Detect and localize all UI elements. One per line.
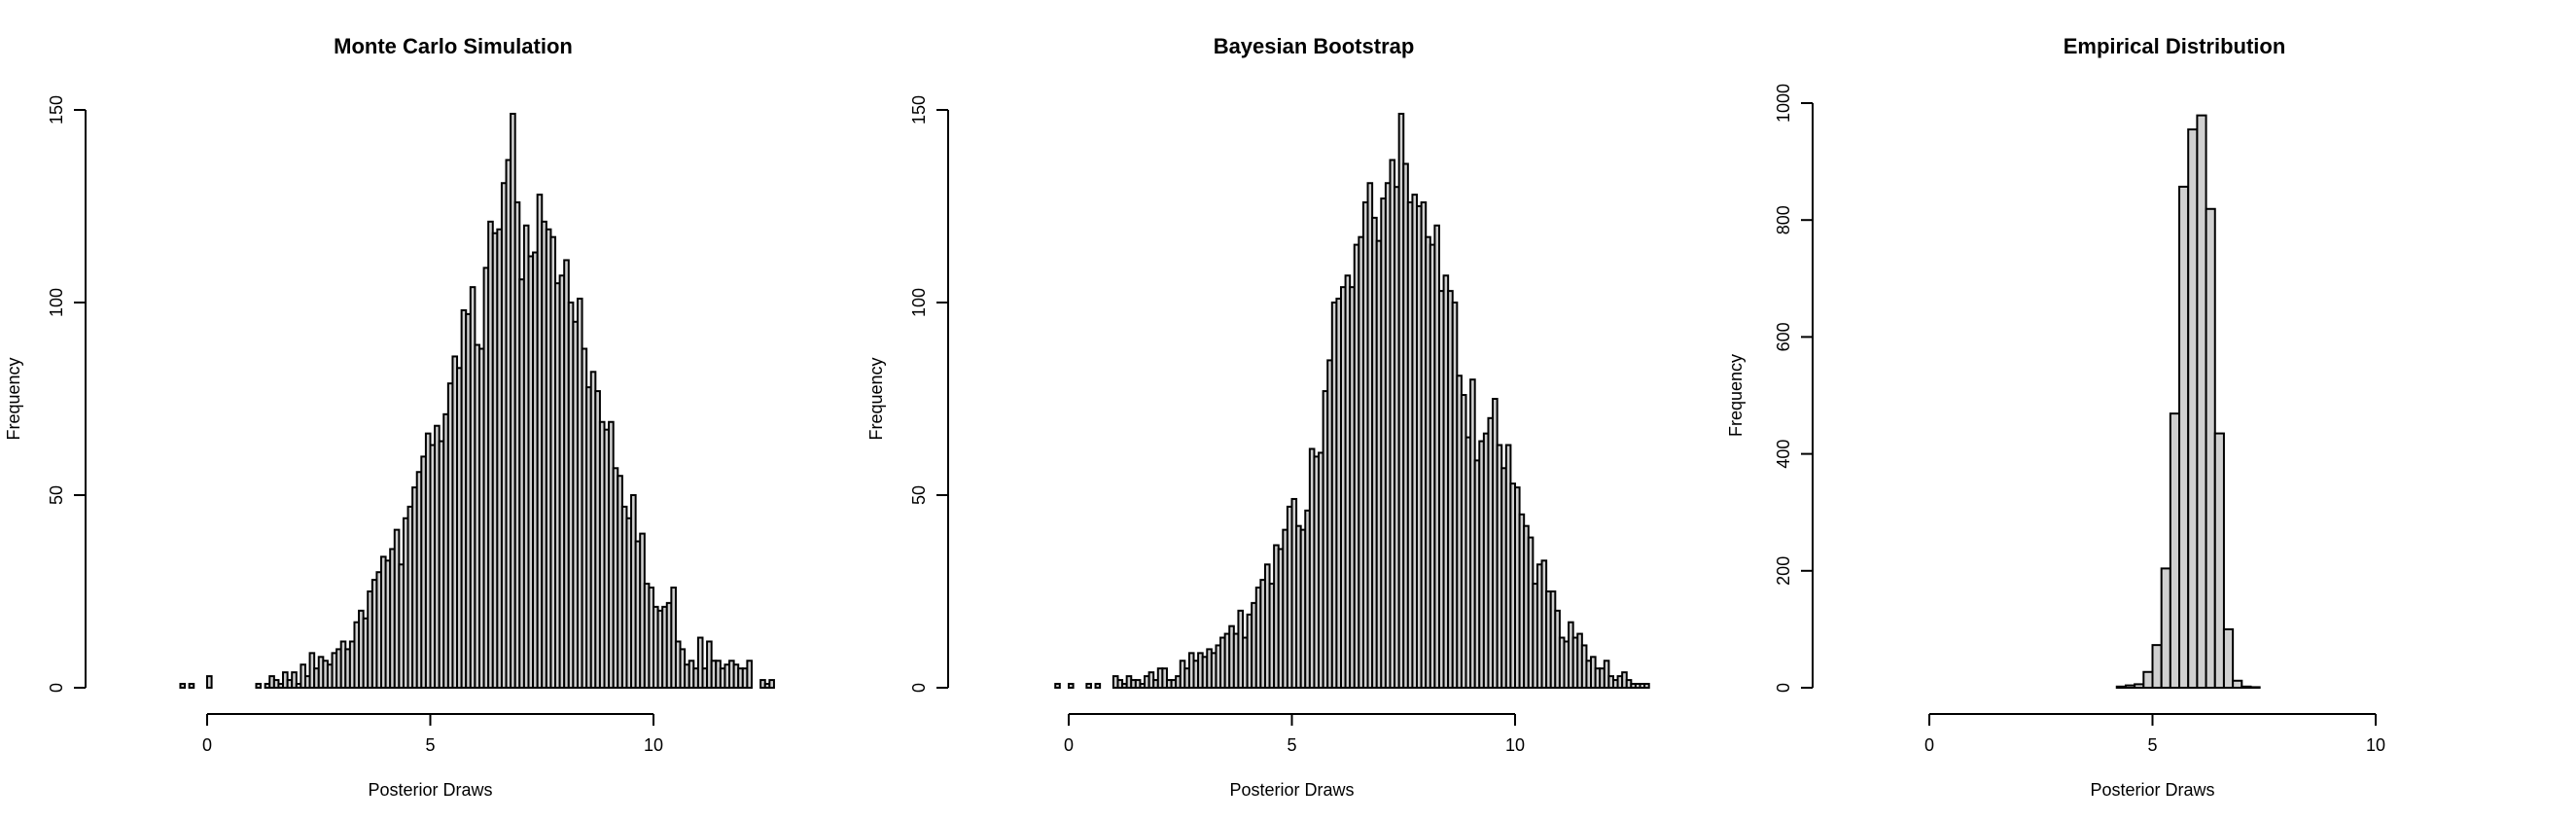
histogram-bar [670, 587, 677, 689]
y-tick-label: 0 [47, 683, 66, 693]
histogram-bar [2196, 114, 2207, 690]
histogram-bar [1094, 683, 1102, 689]
x-axis-label: Posterior Draws [368, 780, 492, 800]
y-tick-label: 50 [47, 485, 66, 505]
histogram-bar [1643, 683, 1650, 689]
histogram-bar [291, 671, 298, 689]
histogram-bar [768, 679, 775, 690]
histogram-bar [696, 636, 704, 690]
y-tick-label: 0 [1774, 683, 1793, 693]
histogram-bar [2151, 644, 2163, 690]
y-axis-label: Frequency [4, 357, 23, 440]
y-tick-label: 150 [909, 95, 929, 125]
histogram-bar [206, 675, 213, 689]
histogram-bar [2187, 128, 2199, 690]
chart-title: Bayesian Bootstrap [1214, 34, 1415, 58]
x-tick-label: 0 [1064, 735, 1074, 755]
y-tick-label: 200 [1774, 556, 1793, 586]
histogram-bar [2169, 412, 2181, 689]
histogram-bar [2134, 683, 2145, 689]
x-tick-label: 10 [2366, 735, 2385, 755]
x-tick-label: 10 [644, 735, 663, 755]
histogram-bar [2249, 686, 2261, 689]
histogram-bar [2213, 432, 2225, 689]
y-tick-label: 0 [909, 683, 929, 693]
x-axis-label: Posterior Draws [1229, 780, 1354, 800]
histogram-bar [2142, 670, 2154, 690]
histogram-bar [2232, 679, 2243, 690]
x-axis-label: Posterior Draws [2090, 780, 2214, 800]
histogram-bar [2178, 185, 2190, 689]
y-axis-label: Frequency [1726, 354, 1746, 437]
histogram-bar [1068, 683, 1075, 689]
chart-title: Monte Carlo Simulation [334, 34, 573, 58]
chart-title: Empirical Distribution [2064, 34, 2286, 58]
histogram-bar [2115, 685, 2127, 689]
y-tick-label: 400 [1774, 440, 1793, 469]
x-tick-label: 0 [202, 735, 212, 755]
histogram-bar [255, 683, 263, 689]
histogram-bar [188, 683, 195, 689]
y-tick-label: 50 [909, 485, 929, 505]
histogram-bar [1603, 660, 1610, 690]
histogram-bar [2124, 684, 2136, 690]
y-tick-label: 150 [47, 95, 66, 125]
histogram-bar [746, 660, 753, 690]
x-tick-label: 5 [1287, 735, 1296, 755]
chart-panel-1: Monte Carlo Simulation 0 50 100 150 0 5 10 Poste… [4, 34, 775, 800]
x-tick-label: 10 [1505, 735, 1525, 755]
histogram-bar [1085, 683, 1092, 689]
histogram-bar [2241, 685, 2252, 689]
y-axis-label: Frequency [866, 357, 886, 440]
histogram-bar [2160, 567, 2171, 689]
x-tick-label: 5 [2147, 735, 2157, 755]
y-tick-label: 800 [1774, 205, 1793, 234]
x-tick-label: 5 [425, 735, 435, 755]
histogram-bar [2205, 207, 2216, 689]
histogram-bar [2222, 627, 2235, 690]
y-tick-label: 100 [909, 288, 929, 317]
y-tick-label: 600 [1774, 322, 1793, 351]
y-tick-label: 100 [47, 288, 66, 317]
chart-panel-2: Bayesian Bootstrap 0 50 100 150 0 5 10 Posterior… [866, 34, 1650, 800]
y-tick-label: 1000 [1774, 84, 1793, 123]
histogram-bar [1161, 667, 1168, 690]
histogram-bar [179, 683, 187, 689]
chart-panel-3: Empirical Distribution 0 200 400 600 800 1000 0… [1726, 34, 2385, 800]
x-tick-label: 0 [1924, 735, 1934, 755]
histogram-bar [1054, 683, 1061, 689]
